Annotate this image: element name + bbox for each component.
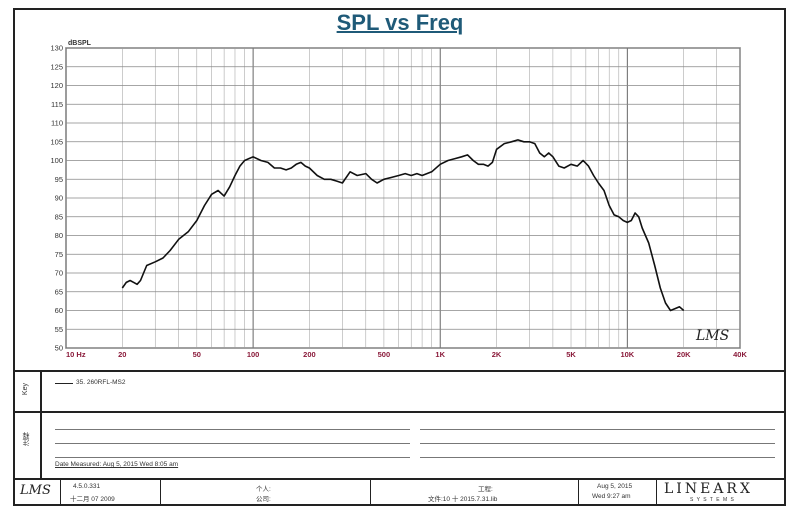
x-tick-label: 1K [435, 350, 445, 359]
version-number: 4.5.0.331 [73, 483, 101, 490]
y-tick-label: 55 [55, 325, 63, 334]
company-label: 公司: [256, 496, 271, 503]
y-tick-label: 90 [55, 194, 63, 203]
footer-sep-5 [656, 480, 658, 504]
divider-footer [13, 478, 786, 480]
series-group [121, 139, 685, 312]
x-tick-label: 20K [677, 350, 691, 359]
grid [65, 47, 741, 349]
x-tick-labels: 10 Hz 20 50 100 200 500 1K 2K 5K 10K 20K 40K [66, 350, 747, 359]
y-tick-label: 105 [50, 137, 63, 146]
footer-sep-4 [578, 480, 580, 504]
x-tick-label: 40K [733, 350, 747, 359]
legend-entry: 35. 260RFL-MS2 [76, 379, 126, 386]
project-label: 工程: [478, 486, 493, 493]
y-tick-label: 95 [55, 175, 63, 184]
x-tick-label: 5K [566, 350, 576, 359]
x-tick-label: 100 [247, 350, 260, 359]
chart-title: SPL vs Freq [336, 10, 464, 35]
y-tick-label: 60 [55, 306, 63, 315]
version-date: 十二月 07 2009 [70, 496, 115, 503]
legend-line-swatch [55, 383, 73, 384]
y-tick-label: 85 [55, 212, 63, 221]
y-tick-label: 50 [55, 344, 63, 353]
key-side-label: Key [22, 383, 29, 396]
x-tick-label: 10 Hz [66, 350, 86, 359]
linearx-systems: S Y S T E M S [690, 497, 735, 503]
footer-time: Wed 9:27 am [592, 493, 631, 500]
notes-line-2a [55, 443, 410, 444]
y-axis-unit-label: dBSPL [68, 40, 92, 47]
linearx-logo: LINEARX [664, 481, 753, 497]
notes-side-label: 注释 [23, 432, 30, 446]
y-tick-label: 125 [50, 62, 63, 71]
y-tick-label: 70 [55, 269, 63, 278]
notes-line-1a [55, 429, 410, 430]
y-tick-labels: 50 55 60 65 70 75 80 85 90 95 100 105 110 115 120 125 13… [50, 44, 63, 353]
footer-sep-2 [160, 480, 162, 504]
series-line [121, 139, 685, 312]
person-label: 个人: [256, 486, 271, 493]
lms-logo: LMS [20, 483, 51, 498]
footer-sep-3 [370, 480, 372, 504]
x-tick-label: 20 [118, 350, 126, 359]
notes-line-1b [420, 429, 775, 430]
x-tick-label: 200 [303, 350, 316, 359]
y-tick-label: 100 [50, 156, 63, 165]
file-label: 文件:10 十 2015.7.31.lib [428, 496, 498, 503]
lms-watermark: LMS [695, 328, 729, 344]
x-tick-label: 10K [620, 350, 634, 359]
y-tick-label: 115 [51, 100, 63, 109]
x-tick-label: 2K [492, 350, 502, 359]
y-tick-label: 80 [55, 231, 63, 240]
notes-line-3b [420, 457, 775, 458]
divider-side-labels [40, 370, 42, 478]
footer-date: Aug 5, 2015 [597, 483, 633, 490]
divider-top-key [13, 370, 786, 372]
footer-sep-1 [60, 480, 62, 504]
y-tick-label: 110 [51, 119, 63, 128]
x-tick-label: 500 [378, 350, 391, 359]
x-tick-label: 50 [193, 350, 201, 359]
y-tick-label: 120 [50, 81, 63, 90]
date-measured: Date Measured: Aug 5, 2015 Wed 8:05 am [55, 461, 179, 468]
y-tick-label: 65 [55, 287, 63, 296]
notes-line-2b [420, 443, 775, 444]
notes-line-3a [55, 457, 410, 458]
divider-notes [13, 411, 786, 413]
y-tick-label: 130 [50, 44, 63, 53]
y-tick-label: 75 [55, 250, 63, 259]
